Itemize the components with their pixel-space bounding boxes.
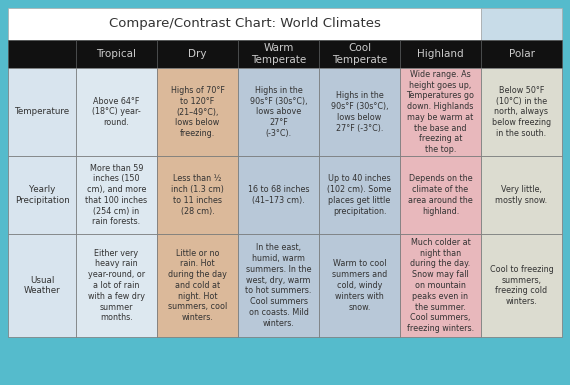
Text: Much colder at
night than
during the day.
Snow may fall
on mountain
peaks even i: Much colder at night than during the day… — [407, 238, 474, 333]
Text: 16 to 68 inches
(41–173 cm).: 16 to 68 inches (41–173 cm). — [248, 185, 310, 205]
Bar — [319, 40, 400, 68]
Bar — [76, 234, 157, 337]
Text: Cool to freezing
summers,
freezing cold
winters.: Cool to freezing summers, freezing cold … — [490, 265, 553, 306]
Bar — [481, 8, 562, 40]
Bar — [238, 40, 319, 68]
Bar — [157, 234, 238, 337]
Text: Warm to cool
summers and
cold, windy
winters with
snow.: Warm to cool summers and cold, windy win… — [332, 259, 387, 311]
Bar — [157, 156, 238, 234]
Text: Highs of 70°F
to 120°F
(21–49°C),
lows below
freezing.: Highs of 70°F to 120°F (21–49°C), lows b… — [170, 86, 225, 138]
Text: Highs in the
90s°F (30s°C),
lows above
27°F
(-3°C).: Highs in the 90s°F (30s°C), lows above 2… — [250, 86, 307, 138]
Text: In the east,
humid, warm
summers. In the
west, dry, warm
to hot summers.
Cool su: In the east, humid, warm summers. In the… — [245, 243, 312, 328]
Text: Above 64°F
(18°C) year-
round.: Above 64°F (18°C) year- round. — [92, 97, 141, 127]
Text: Polar: Polar — [508, 49, 535, 59]
Text: Below 50°F
(10°C) in the
north, always
below freezing
in the south.: Below 50°F (10°C) in the north, always b… — [492, 86, 551, 138]
Bar — [319, 156, 400, 234]
Bar — [238, 68, 319, 156]
Text: Warm
Temperate: Warm Temperate — [251, 43, 306, 65]
Bar — [8, 8, 481, 40]
Text: Very little,
mostly snow.: Very little, mostly snow. — [495, 185, 548, 205]
Bar — [157, 40, 238, 68]
Bar — [481, 156, 562, 234]
Text: Little or no
rain. Hot
during the day
and cold at
night. Hot
summers, cool
winte: Little or no rain. Hot during the day an… — [168, 249, 227, 322]
Text: Highland: Highland — [417, 49, 464, 59]
Bar — [400, 40, 481, 68]
Bar — [238, 234, 319, 337]
Bar — [8, 234, 76, 337]
Bar — [481, 68, 562, 156]
Bar — [400, 234, 481, 337]
Text: Less than ½
inch (1.3 cm)
to 11 inches
(28 cm).: Less than ½ inch (1.3 cm) to 11 inches (… — [171, 174, 224, 216]
Text: Tropical: Tropical — [96, 49, 136, 59]
Bar — [400, 68, 481, 156]
Bar — [481, 40, 562, 68]
Bar — [8, 40, 76, 68]
Bar — [76, 156, 157, 234]
Bar — [157, 68, 238, 156]
Bar — [400, 156, 481, 234]
Bar — [76, 40, 157, 68]
Text: Usual
Weather: Usual Weather — [23, 276, 60, 295]
Bar — [481, 234, 562, 337]
Text: Yearly
Precipitation: Yearly Precipitation — [15, 185, 70, 205]
Text: Highs in the
90s°F (30s°C),
lows below
27°F (-3°C).: Highs in the 90s°F (30s°C), lows below 2… — [331, 91, 388, 132]
Text: More than 59
inches (150
cm), and more
that 100 inches
(254 cm) in
rain forests.: More than 59 inches (150 cm), and more t… — [86, 164, 148, 226]
Bar — [238, 156, 319, 234]
FancyBboxPatch shape — [4, 4, 566, 381]
Text: Depends on the
climate of the
area around the
highland.: Depends on the climate of the area aroun… — [408, 174, 473, 216]
Bar — [319, 68, 400, 156]
Text: Cool
Temperate: Cool Temperate — [332, 43, 387, 65]
Bar — [8, 156, 76, 234]
Bar — [319, 234, 400, 337]
Text: Dry: Dry — [188, 49, 207, 59]
Text: Either very
heavy rain
year-round, or
a lot of rain
with a few dry
summer
months: Either very heavy rain year-round, or a … — [88, 249, 145, 322]
Bar — [8, 68, 76, 156]
Text: Up to 40 inches
(102 cm). Some
places get little
precipitation.: Up to 40 inches (102 cm). Some places ge… — [327, 174, 392, 216]
Text: Wide range. As
height goes up,
Temperatures go
down. Highlands
may be warm at
th: Wide range. As height goes up, Temperatu… — [406, 70, 474, 154]
Text: Compare/Contrast Chart: World Climates: Compare/Contrast Chart: World Climates — [108, 17, 380, 30]
Bar — [76, 68, 157, 156]
Text: Temperature: Temperature — [14, 107, 70, 117]
